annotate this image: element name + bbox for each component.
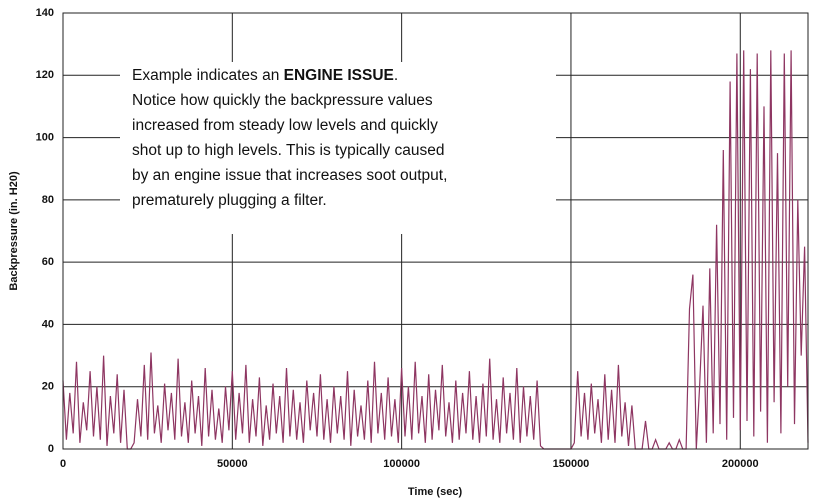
annotation-text: . [394, 67, 398, 84]
annotation-text: Example indicates an [132, 67, 284, 84]
annotation-line: increased from steady low levels and qui… [132, 117, 438, 134]
y-tick-label: 60 [42, 256, 54, 268]
annotation-line: prematurely plugging a filter. [132, 192, 327, 209]
annotation-line: shot up to high levels. This is typicall… [132, 142, 444, 159]
x-tick-label: 50000 [217, 458, 248, 470]
x-tick-label: 200000 [722, 458, 759, 470]
y-tick-label: 40 [42, 318, 54, 330]
x-tick-label: 0 [60, 458, 66, 470]
annotation-box [120, 62, 556, 234]
y-tick-label: 100 [36, 131, 54, 143]
annotation-line: Example indicates an ENGINE ISSUE. [132, 67, 398, 84]
y-tick-label: 120 [36, 69, 54, 81]
y-tick-label: 20 [42, 381, 54, 393]
annotation-line: Notice how quickly the backpressure valu… [132, 92, 433, 109]
y-axis-label: Backpressure (in. H20) [8, 171, 20, 291]
y-tick-label: 80 [42, 194, 54, 206]
x-tick-label: 100000 [383, 458, 420, 470]
annotation-line: by an engine issue that increases soot o… [132, 167, 447, 184]
y-tick-label: 140 [36, 7, 54, 19]
y-tick-label: 0 [48, 443, 54, 455]
plot-frame [62, 12, 809, 450]
x-axis-label: Time (sec) [408, 486, 463, 498]
x-tick-label: 150000 [553, 458, 590, 470]
annotation-text: ENGINE ISSUE [284, 67, 394, 84]
